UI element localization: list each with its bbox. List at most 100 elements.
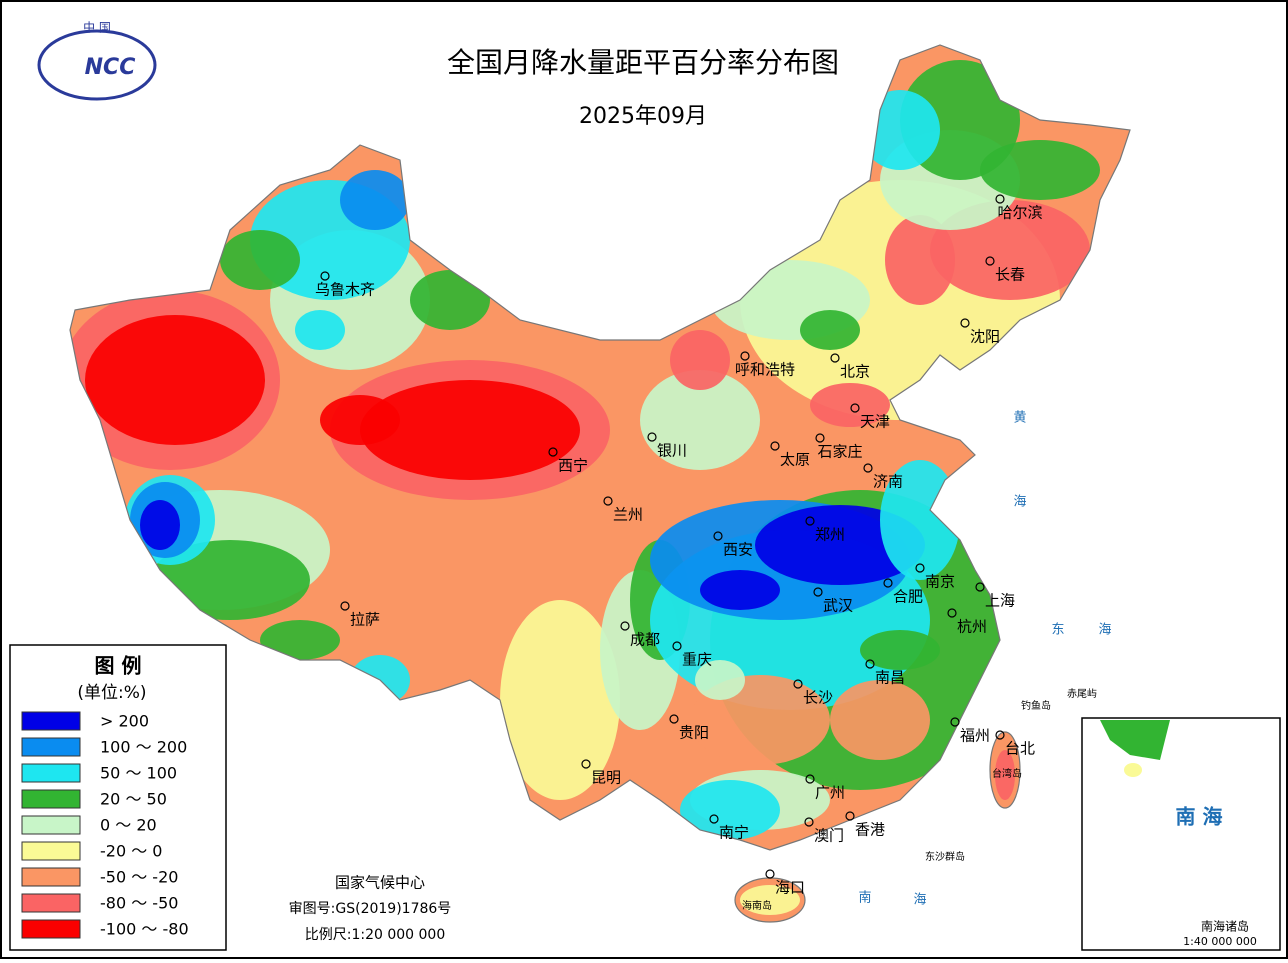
city-dot xyxy=(865,659,875,669)
place-label: 东沙群岛 xyxy=(925,850,965,863)
city-dot xyxy=(995,194,1005,204)
credit: 国家气候中心 xyxy=(335,874,425,892)
city-dot xyxy=(947,608,957,618)
precip-zone xyxy=(500,600,620,800)
precip-zone xyxy=(680,780,780,840)
city-label: 上海 xyxy=(985,592,1015,610)
city-dot xyxy=(863,463,873,473)
inset-sea: 南 海 xyxy=(1176,805,1223,829)
precip-zone xyxy=(320,395,400,445)
city-dot xyxy=(815,433,825,443)
city-label: 北京 xyxy=(840,363,870,381)
precip-zone xyxy=(830,680,930,760)
city-dot xyxy=(669,714,679,724)
legend-label: -100 ～ -80 xyxy=(100,920,189,939)
city-dot xyxy=(709,814,719,824)
city-dot xyxy=(883,578,893,588)
city-dot xyxy=(813,587,823,597)
city-label: 成都 xyxy=(630,631,660,649)
city-dot xyxy=(765,869,775,879)
place-label: 台湾岛 xyxy=(992,767,1022,780)
legend-label: -20 ～ 0 xyxy=(100,842,163,861)
legend-swatch xyxy=(21,789,81,809)
city-label: 福州 xyxy=(960,727,990,745)
legend: 图 例 (单位:%) > 200 100 ～ 200 50 ～ 100 20 ～ 50… xyxy=(9,644,227,951)
legend-label: 0 ～ 20 xyxy=(100,816,157,835)
legend-swatch xyxy=(21,711,81,731)
city-dot xyxy=(770,441,780,451)
city-label: 拉萨 xyxy=(350,611,380,629)
city-label: 兰州 xyxy=(613,506,643,524)
city-dot xyxy=(995,730,1005,740)
city-dot xyxy=(850,403,860,413)
city-label: 济南 xyxy=(873,473,903,491)
city-dot xyxy=(830,353,840,363)
city-dot xyxy=(805,774,815,784)
city-label: 重庆 xyxy=(682,651,712,669)
city-label: 杭州 xyxy=(957,618,987,636)
precip-zone xyxy=(295,310,345,350)
place-label: 赤尾屿 xyxy=(1067,688,1097,700)
precip-zone xyxy=(885,215,955,305)
city-dot xyxy=(950,717,960,727)
inset-title: 南海诸岛 xyxy=(1201,919,1249,934)
place-label: 海 xyxy=(1013,495,1026,510)
city-dot xyxy=(805,516,815,526)
precip-zone xyxy=(640,370,760,470)
city-dot xyxy=(320,271,330,281)
city-label: 澳门 xyxy=(814,827,844,845)
legend-label: 20 ～ 50 xyxy=(100,790,167,809)
city-label: 哈尔滨 xyxy=(997,204,1042,222)
precip-zone xyxy=(995,750,1015,800)
logo-mark: NCC xyxy=(85,55,136,80)
legend-swatch xyxy=(21,841,81,861)
place-label: 海 xyxy=(1098,623,1111,638)
city-label: 广州 xyxy=(815,784,845,802)
legend-swatch xyxy=(21,867,81,887)
city-label: 台北 xyxy=(1005,740,1035,758)
precip-zone xyxy=(810,383,890,427)
city-label: 南京 xyxy=(925,573,955,591)
city-dot xyxy=(713,531,723,541)
logo: 中 国 NCC xyxy=(37,20,157,101)
subtitle: 2025年09月 xyxy=(579,104,707,129)
title: 全国月降水量距平百分率分布图 xyxy=(447,46,839,79)
inset-scale: 1:40 000 000 xyxy=(1183,935,1257,948)
city-label: 沈阳 xyxy=(970,328,1000,346)
city-label: 银川 xyxy=(657,442,687,460)
city-label: 昆明 xyxy=(591,769,621,787)
legend-swatch xyxy=(21,737,81,757)
city-dot xyxy=(960,318,970,328)
precip-zone xyxy=(800,310,860,350)
city-label: 香港 xyxy=(855,821,885,839)
city-label: 西安 xyxy=(723,541,753,559)
legend-label: -80 ～ -50 xyxy=(100,894,178,913)
place-label: 海南岛 xyxy=(742,899,772,912)
legend-swatch xyxy=(21,893,81,913)
city-dot xyxy=(804,817,814,827)
city-dot xyxy=(548,447,558,457)
precip-zone xyxy=(695,660,745,700)
inset-land xyxy=(1100,720,1170,760)
place-label: 海 xyxy=(913,893,926,908)
city-label: 长春 xyxy=(995,266,1025,284)
city-label: 长沙 xyxy=(803,689,833,707)
city-dot xyxy=(740,351,750,361)
city-dot xyxy=(581,759,591,769)
city-dot xyxy=(672,641,682,651)
precip-zone xyxy=(140,500,180,550)
precip-zone xyxy=(220,230,300,290)
city-label: 合肥 xyxy=(893,588,923,606)
city-dot xyxy=(915,563,925,573)
inset-island xyxy=(1124,763,1142,777)
precip-zone xyxy=(670,330,730,390)
credit: 审图号:GS(2019)1786号 xyxy=(289,901,452,917)
city-dot xyxy=(793,679,803,689)
place-label: 黄 xyxy=(1013,411,1026,426)
inset: 南 海 南海诸岛 1:40 000 000 xyxy=(1081,717,1281,951)
legend-label: > 200 xyxy=(100,712,149,731)
legend-swatch xyxy=(21,919,81,939)
city-dot xyxy=(620,621,630,631)
